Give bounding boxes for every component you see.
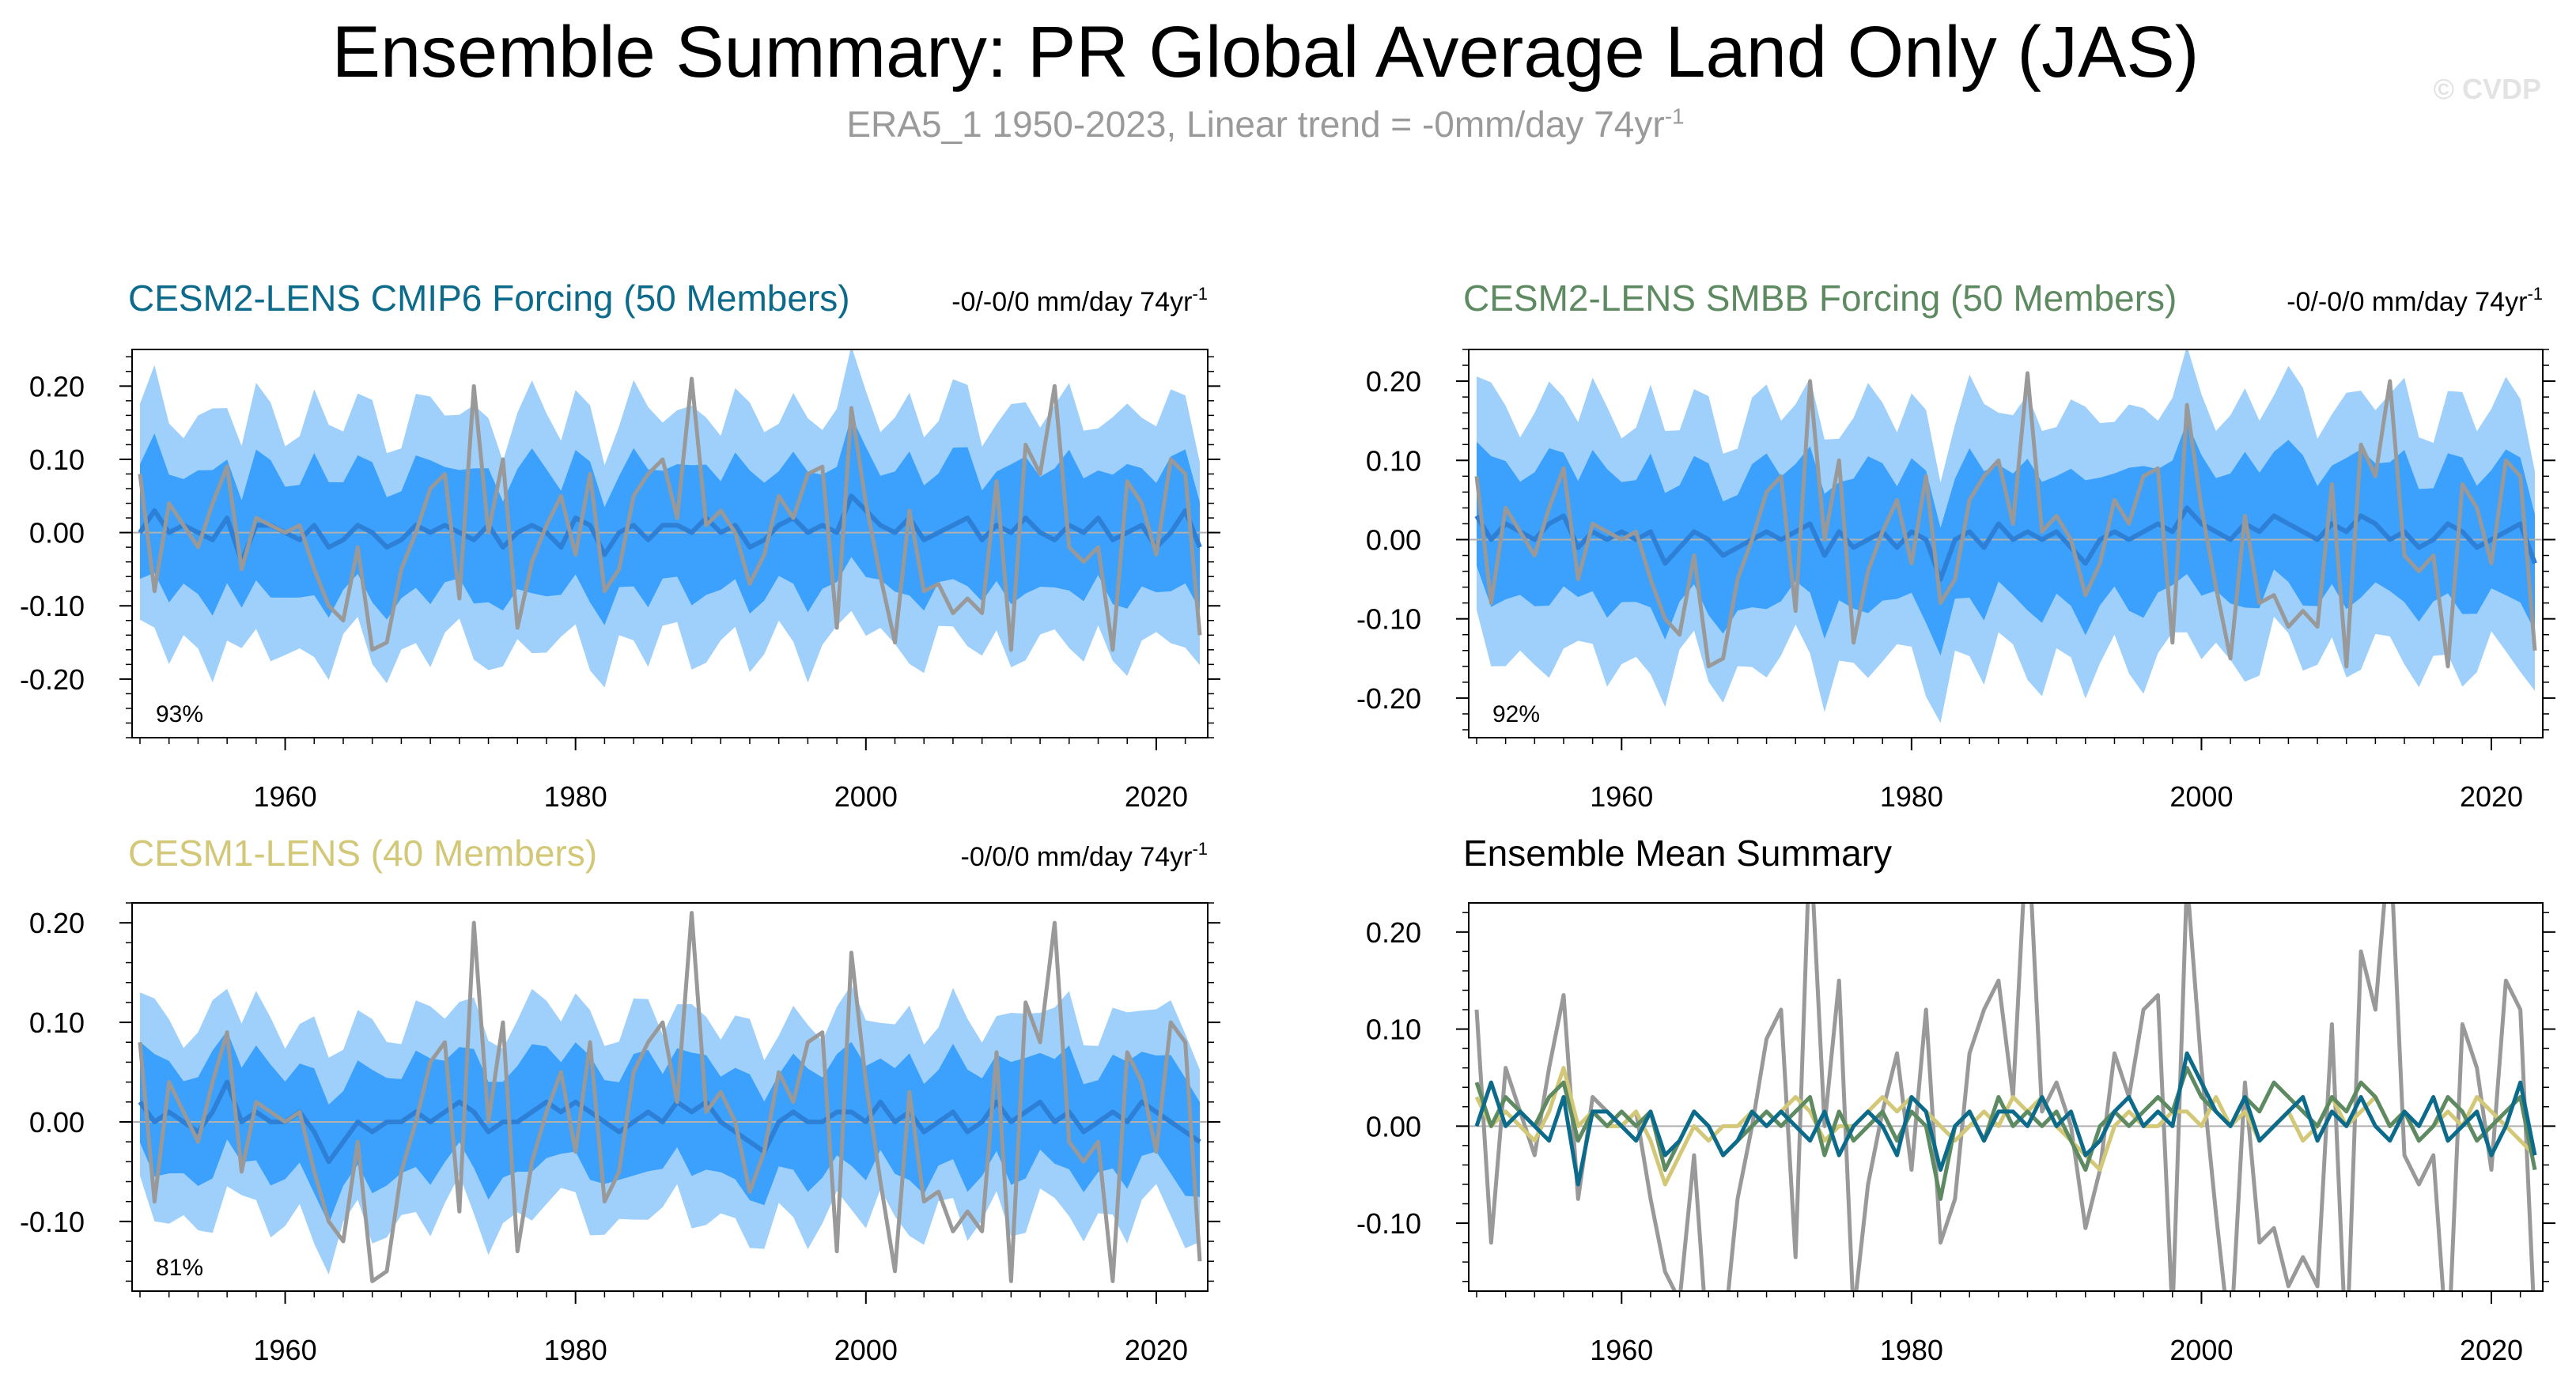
percent-label-smbb: 92% <box>1492 701 1540 727</box>
x-tick-label: 2020 <box>2460 1334 2523 1366</box>
series-line-obs <box>1474 903 2536 1291</box>
band-inner <box>140 416 1200 625</box>
x-tick-label: 2020 <box>1125 780 1188 813</box>
series-line-smbb <box>1474 1066 2537 1201</box>
plot-frame <box>131 349 1209 738</box>
y-tick-label: -0.10 <box>20 590 85 622</box>
band-inner <box>1477 421 2535 656</box>
y-tick-label: 0.20 <box>1366 365 1421 398</box>
x-tick-label: 1980 <box>1880 780 1943 813</box>
x-tick-label: 1960 <box>254 780 317 813</box>
plot-area-lens1 <box>132 911 1208 1283</box>
x-tick-label: 2000 <box>834 780 898 813</box>
panel-smbb: CESM2-LENS SMBB Forcing (50 Members) -0/-… <box>1356 278 2555 813</box>
percent-label-cmip6: 93% <box>156 701 203 727</box>
x-tick-label: 2000 <box>834 1334 898 1366</box>
panel-title-lens1: CESM1-LENS (40 Members) <box>128 833 597 874</box>
x-tick-label: 2000 <box>2169 780 2233 813</box>
y-tick-label: -0.10 <box>1356 1207 1421 1240</box>
panel-title-smbb: CESM2-LENS SMBB Forcing (50 Members) <box>1463 278 2177 319</box>
plot-area-summary <box>1469 903 2543 1291</box>
y-tick-label: 0.00 <box>1366 523 1421 556</box>
y-tick-label: 0.10 <box>1366 444 1421 477</box>
watermark: © CVDP <box>2433 73 2541 105</box>
panel-title-cmip6: CESM2-LENS CMIP6 Forcing (50 Members) <box>128 278 850 319</box>
x-tick-label: 1980 <box>544 780 607 813</box>
y-tick-label: -0.10 <box>20 1206 85 1238</box>
x-tick-label: 2000 <box>2169 1334 2233 1366</box>
series-line-ensemble-mean <box>138 493 1202 565</box>
series-line-obs <box>138 911 1202 1283</box>
plot-frame <box>1468 349 2544 738</box>
plot-area-cmip6 <box>132 349 1208 688</box>
y-tick-label: 0.20 <box>1366 916 1421 949</box>
x-tick-label: 1980 <box>1880 1334 1943 1366</box>
trend-superscript: -1 <box>2527 284 2543 304</box>
x-tick-label: 2020 <box>1125 1334 1188 1366</box>
series-line-obs <box>138 376 1202 652</box>
trend-superscript: -1 <box>1192 839 1208 859</box>
panel-trend-cmip6: -0/-0/0 mm/day 74yr-1 <box>951 284 1208 317</box>
y-tick-label: 0.00 <box>29 517 85 549</box>
x-tick-label: 1960 <box>1590 780 1653 813</box>
band-inner <box>140 1030 1200 1224</box>
main-title: Ensemble Summary: PR Global Average Land… <box>331 12 2200 93</box>
subtitle-text: ERA5_1 1950-2023, Linear trend = -0mm/da… <box>846 104 1665 145</box>
panel-trend-smbb: -0/-0/0 mm/day 74yr-1 <box>2287 284 2543 317</box>
series-line-obs <box>1474 371 2537 669</box>
y-tick-label: -0.10 <box>1356 603 1421 636</box>
y-tick-label: -0.20 <box>1356 682 1421 715</box>
y-tick-label: 0.10 <box>29 1006 85 1039</box>
subtitle: ERA5_1 1950-2023, Linear trend = -0mm/da… <box>0 103 2531 145</box>
series-line-ensemble-mean <box>138 1079 1201 1165</box>
subtitle-superscript: -1 <box>1664 104 1685 129</box>
plot-area-smbb <box>1469 349 2543 723</box>
trend-text: -0/0/0 mm/day 74yr <box>961 842 1193 872</box>
panel-lens1: CESM1-LENS (40 Members) -0/0/0 mm/day 74y… <box>20 833 1220 1366</box>
trend-superscript: -1 <box>1192 284 1208 304</box>
trend-text: -0/-0/0 mm/day 74yr <box>951 287 1192 317</box>
x-tick-label: 1980 <box>544 1334 607 1366</box>
x-tick-label: 1960 <box>254 1334 317 1366</box>
y-tick-label: 0.00 <box>29 1106 85 1139</box>
x-tick-label: 1960 <box>1590 1334 1653 1366</box>
y-tick-label: 0.10 <box>29 444 85 476</box>
y-tick-label: 0.10 <box>1366 1014 1421 1046</box>
panel-trend-lens1: -0/0/0 mm/day 74yr-1 <box>961 839 1208 872</box>
series-line-cmip6 <box>1474 1051 2537 1187</box>
y-tick-label: 0.20 <box>29 907 85 939</box>
y-tick-label: -0.20 <box>20 663 85 696</box>
percent-label-lens1: 81% <box>156 1255 203 1281</box>
plot-frame <box>131 902 1209 1292</box>
panel-title-summary: Ensemble Mean Summary <box>1463 833 1892 874</box>
panel-cmip6: CESM2-LENS CMIP6 Forcing (50 Members) -0/… <box>20 278 1220 813</box>
panel-summary: Ensemble Mean Summary -0.10 0.00 0.10 0.20 19… <box>1356 833 2555 1366</box>
trend-text: -0/-0/0 mm/day 74yr <box>2287 287 2527 317</box>
y-tick-label: 0.00 <box>1366 1110 1421 1142</box>
series-line-ensemble-mean <box>1474 505 2537 582</box>
plot-frame <box>1468 902 2544 1292</box>
y-tick-label: 0.20 <box>29 370 85 402</box>
x-tick-label: 2020 <box>2460 780 2523 813</box>
